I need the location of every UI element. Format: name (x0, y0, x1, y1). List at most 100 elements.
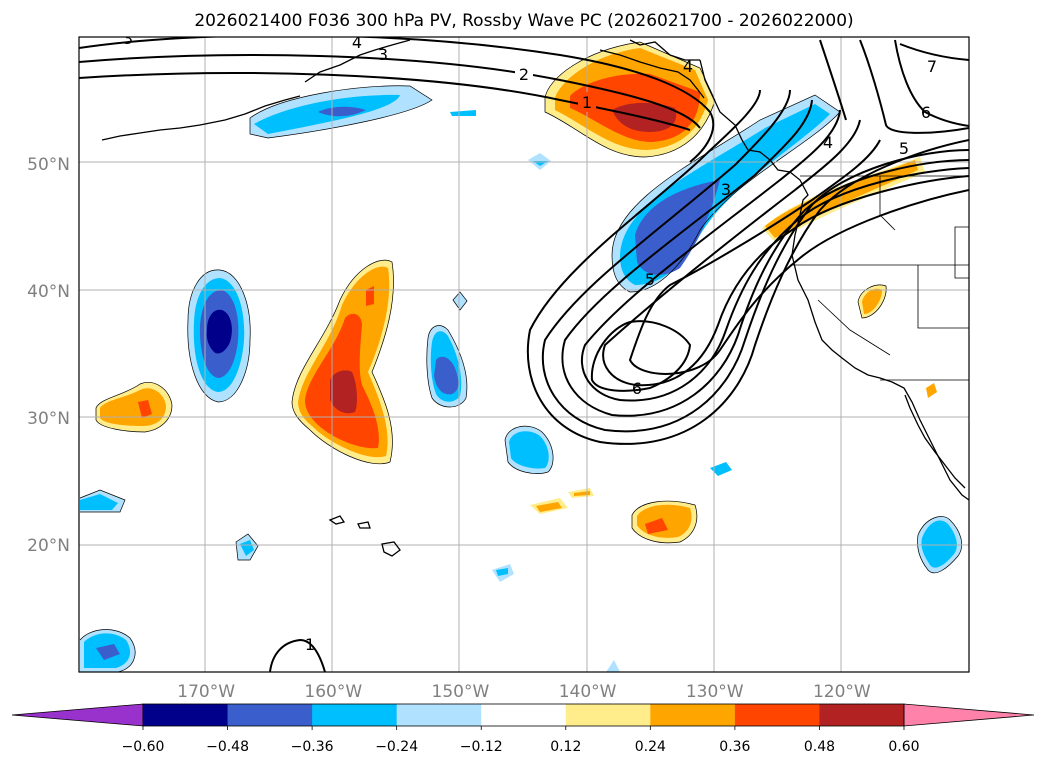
pv-negative-anomaly-145w (509, 431, 549, 469)
contour-label-background (515, 64, 533, 84)
pv-contour-line (269, 638, 326, 672)
coastline-island (357, 521, 371, 529)
pv-contour-line (561, 99, 969, 417)
border-state (954, 226, 969, 279)
pv-positive-anomaly-west-coast (926, 383, 937, 398)
colorbar-segment (565, 704, 651, 726)
contour-label: 3 (721, 180, 731, 199)
latitude-tick-label: 20°N (27, 536, 70, 556)
colorbar-tick-label: 0.24 (635, 739, 666, 755)
colorbar-tick-label: −0.48 (206, 739, 249, 755)
longitude-tick-label: 170°W (177, 682, 235, 702)
pv-contour-line (526, 89, 969, 445)
pv-negative-anomaly-southwest (96, 644, 120, 660)
contour-label: 4 (683, 57, 693, 76)
map-area: 2 1 3 4 3 4 4 5 6 7 3 5 6 1 (79, 29, 969, 672)
contour-label: 2 (519, 65, 529, 84)
pv-anomaly-outline (291, 259, 394, 465)
latitude-tick-label: 30°N (27, 409, 70, 429)
colorbar-tick-label: 0.48 (804, 739, 835, 755)
latitude-tick-label: 40°N (27, 282, 70, 302)
pv-contour-line (602, 119, 969, 387)
pv-negative-anomaly-150w (434, 356, 459, 395)
longitude-tick-label: 120°W (813, 682, 871, 702)
contour-label: 1 (305, 635, 315, 654)
pv-anomaly-outline (187, 269, 251, 403)
pv-anomaly-outline (917, 516, 962, 574)
contour-label: 1 (582, 93, 592, 112)
coastline-alaska-panhandle (599, 49, 705, 99)
pv-negative-anomaly-small (496, 568, 508, 576)
coastline-island (328, 515, 346, 525)
coastline-alaska-panhandle (629, 39, 700, 61)
pv-anomaly-outline (79, 629, 136, 672)
pv-anomaly-outline (79, 489, 126, 513)
pv-contour-line (894, 39, 969, 127)
border-state (817, 299, 891, 356)
contour-label: 5 (899, 139, 909, 158)
coastline-baja (904, 394, 966, 489)
pv-positive-anomaly-small (536, 502, 562, 512)
pv-negative-anomaly-aleutians (318, 106, 366, 117)
pv-negative-anomaly-small (240, 540, 254, 556)
colorbar-segment (481, 704, 567, 726)
contour-label: 4 (823, 133, 833, 152)
pv-anomaly-outline (235, 533, 259, 561)
colorbar-tick-label: −0.12 (460, 739, 503, 755)
pv-shading (80, 42, 962, 672)
latitude-tick-labels: 50°N 40°N 30°N 20°N (27, 155, 70, 556)
colorbar-segment (143, 704, 229, 726)
pv-negative-anomaly-small (710, 462, 732, 476)
colorbar-tick-label: 0.60 (888, 739, 919, 755)
coastlines (101, 39, 969, 557)
longitude-tick-label: 140°W (559, 682, 617, 702)
colorbar (11, 703, 1035, 727)
coastline-hawaii (381, 541, 401, 557)
pv-anomaly-outline (857, 284, 887, 319)
pv-contour-line (580, 109, 969, 402)
pv-anomaly-outline (544, 41, 716, 158)
colorbar-tick-label: 0.12 (550, 739, 581, 755)
pv-contour-line (628, 139, 969, 375)
contour-label: 6 (632, 379, 642, 398)
colorbar-segment (650, 704, 736, 726)
pv-contour-line (79, 37, 715, 163)
pv-shading-outlines (79, 41, 962, 672)
contour-label: 7 (927, 57, 937, 76)
pv-negative-anomaly-small (450, 110, 476, 116)
pv-positive-anomaly-160w (330, 370, 357, 414)
pv-contours (79, 37, 969, 672)
chart-title: 2026021400 F036 300 hPa PV, Rossby Wave … (194, 11, 853, 31)
pv-anomaly-outline (452, 291, 468, 311)
pv-contour-line (590, 320, 692, 392)
colorbar-segment (734, 704, 820, 726)
pv-anomaly-outline (504, 425, 554, 474)
contour-label: 4 (352, 33, 362, 52)
pv-positive-anomaly-west (138, 400, 152, 418)
colorbar-segment (819, 704, 905, 726)
colorbar-segment (227, 704, 313, 726)
pv-contour-line (859, 39, 969, 134)
pv-contour-line (819, 39, 847, 121)
pv-contour-line (899, 43, 969, 61)
pv-positive-anomaly-small (574, 491, 590, 496)
colorbar-segment (312, 704, 398, 726)
pv-negative-anomaly-small (606, 660, 620, 672)
coastline-alaska-peninsula (304, 39, 411, 83)
pv-negative-anomaly-subtropics (921, 520, 957, 568)
contour-label-background (578, 92, 596, 112)
colorbar-tick-label: −0.24 (375, 739, 418, 755)
colorbar-tick-labels: −0.60 −0.48 −0.36 −0.24 −0.12 0.12 0.24 0.36 0.4… (122, 726, 920, 755)
contour-labels: 2 1 3 4 3 4 4 5 6 7 3 5 6 1 (123, 29, 937, 654)
longitude-tick-label: 130°W (686, 682, 744, 702)
coastline-aleutians (101, 95, 301, 141)
latitude-tick-label: 50°N (27, 155, 70, 175)
pv-positive-anomaly-west-coast (862, 288, 882, 314)
pv-anomaly-outline (426, 325, 468, 408)
contour-label: 3 (123, 29, 133, 48)
longitude-tick-labels: 170°W 160°W 150°W 140°W 130°W 120°W (177, 682, 871, 702)
colorbar-extend-high (903, 703, 1035, 727)
coastline-north-america (699, 59, 969, 501)
pv-negative-anomaly-small (80, 494, 118, 510)
gridlines (79, 37, 969, 672)
